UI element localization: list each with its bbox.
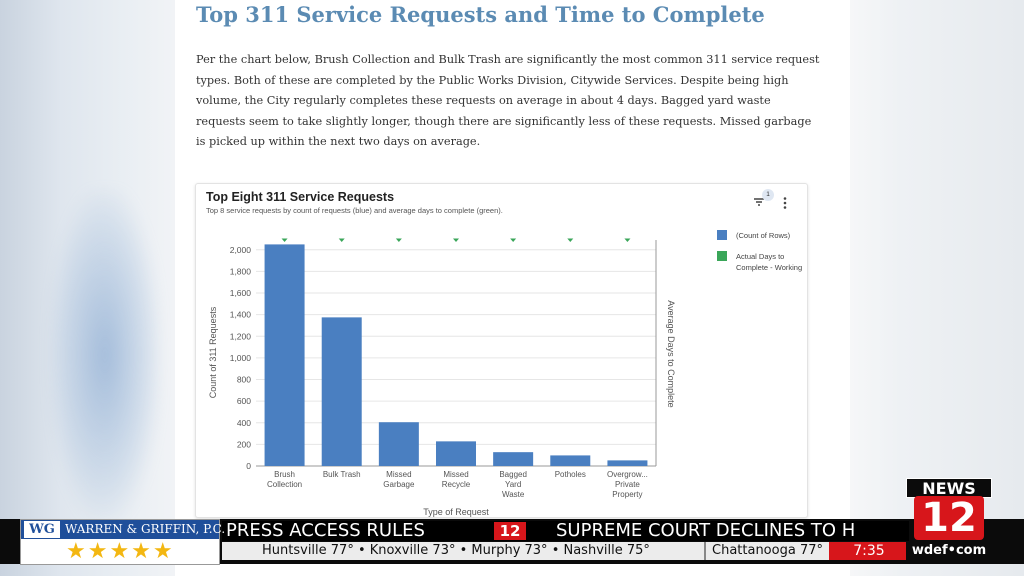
y-tick-label: 1,600 [230,288,252,298]
y-axis-title: Count of 311 Requests [208,306,218,398]
x-tick-label: Missed [386,470,411,479]
y-tick-label: 2,000 [230,245,252,255]
y-tick-label: 0 [246,461,251,471]
chart-subtitle: Top 8 service requests by count of reque… [206,206,503,215]
sponsor-mark: WG [24,521,60,538]
y-tick-label: 600 [237,396,251,406]
filter-icon[interactable] [752,194,768,210]
days-marker [567,238,574,242]
x-tick-label: Private [615,480,640,489]
bar [321,317,362,466]
local-temperature: Chattanooga 77° [704,542,829,560]
headline-2: SUPREME COURT DECLINES TO H [556,521,856,541]
bar [607,460,648,466]
y-tick-label: 800 [237,375,251,385]
x-tick-label: Collection [267,480,302,489]
bar [436,441,476,466]
y-tick-label: 200 [237,439,251,449]
station-call-sign: wdef•com [906,542,992,560]
weather-crawl: Huntsville 77° • Knoxville 73° • Murphy … [262,543,650,558]
station-number: 12 [914,496,984,540]
days-marker [453,238,459,242]
sponsor-stars: ★★★★★ [66,539,175,564]
bar [493,452,534,466]
x-tick-label: Brush [274,470,295,479]
bar [378,422,419,466]
legend-swatch [717,251,727,261]
x-tick-label: Yard [505,480,521,489]
days-marker [510,238,517,242]
x-tick-label: Potholes [555,470,586,479]
y-tick-label: 1,800 [230,266,252,276]
x-tick-label: Recycle [442,480,471,489]
x-tick-label: Bagged [499,470,527,479]
x-tick-label: Bulk Trash [323,470,361,479]
filter-count-badge: 1 [762,189,774,201]
article-body: Per the chart below, Brush Collection an… [196,53,820,148]
chart-card: Top Eight 311 Service Requests Top 8 ser… [195,183,808,518]
x-tick-label: Property [612,490,642,499]
y-tick-label: 1,200 [230,331,252,341]
days-marker [395,238,402,242]
chart-plot: 0 200 400 600 800 1,000 1,200 1,400 1,600 1,800 2,… [208,230,802,517]
legend-label: Actual Days to [736,252,784,261]
days-marker [624,238,631,242]
sponsor-logo: WG WARREN & GRIFFIN, P.C. ★★★★★ [20,519,225,565]
headline-logo: 12 [494,522,526,540]
article-title: Top 311 Service Requests and Time to Com… [196,2,765,27]
bar [550,455,591,466]
y-tick-label: 400 [237,418,251,428]
x-tick-label: Overgrow... [607,470,648,479]
legend-swatch [717,230,727,240]
sponsor-name: WARREN & GRIFFIN, P.C. [65,522,226,536]
legend-label: Complete - Working [736,263,802,272]
y-tick-label: 1,000 [230,353,252,363]
x-tick-label: Missed [443,470,468,479]
sponsor-band: WG WARREN & GRIFFIN, P.C. [21,520,225,539]
x-tick-label: Waste [502,490,525,499]
chart-title: Top Eight 311 Service Requests [206,190,395,204]
weather-bar: Huntsville 77° • Knoxville 73° • Murphy … [222,542,909,560]
y2-axis-title: Average Days to Complete [666,300,676,407]
station-logo: NEWS 12 wdef•com [906,476,992,562]
x-axis-title: Type of Request [423,507,489,517]
x-tick-label: Garbage [383,480,415,489]
clock: 7:35 [829,542,909,560]
headline-1: PRESS ACCESS RULES [226,521,425,541]
days-marker [281,238,288,242]
days-marker [338,238,345,242]
background-blur [50,190,160,520]
legend-label: (Count of Rows) [736,231,791,240]
more-options-icon[interactable] [782,196,788,210]
y-tick-label: 1,400 [230,310,252,320]
bar [264,244,305,466]
headline-crawl: PRESS ACCESS RULES SUPREME COURT DECLINE… [222,521,909,541]
